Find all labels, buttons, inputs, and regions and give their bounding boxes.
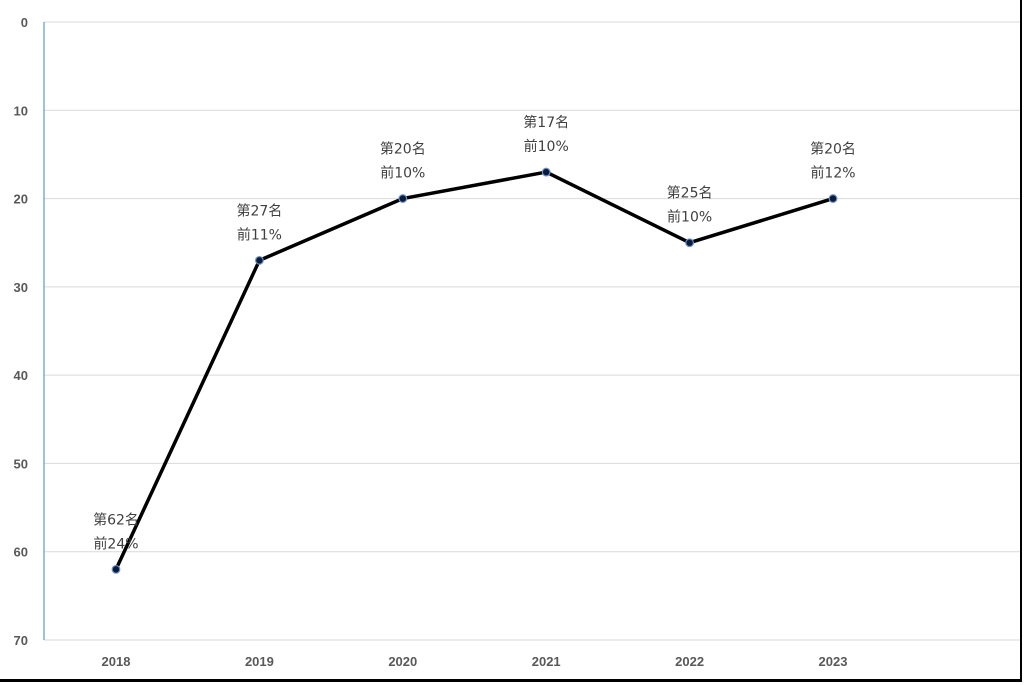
data-label: 前10% <box>667 209 712 226</box>
y-tick-label: 0 <box>21 15 28 30</box>
data-label: 前10% <box>380 165 425 182</box>
data-label: 第25名 <box>667 185 713 202</box>
x-tick-label: 2020 <box>388 654 417 669</box>
series-line <box>114 170 834 571</box>
data-labels: 第62名前24%第27名前11%第20名前10%第17名前10%第25名前10%… <box>93 114 856 552</box>
y-tick-label: 60 <box>14 545 28 560</box>
y-tick-label: 20 <box>14 192 28 207</box>
data-point <box>111 564 121 574</box>
y-tick-label: 10 <box>14 103 28 118</box>
y-tick-label: 50 <box>14 456 28 471</box>
x-tick-label: 2022 <box>675 654 704 669</box>
data-point <box>254 255 264 265</box>
x-tick-label: 2023 <box>819 654 848 669</box>
data-point <box>685 238 694 248</box>
data-label: 第20名 <box>380 141 426 158</box>
y-tick-label: 30 <box>14 280 28 295</box>
data-label: 第17名 <box>523 114 569 131</box>
data-point <box>398 194 408 203</box>
y-tick-label: 40 <box>14 368 28 383</box>
x-tick-label: 2021 <box>532 654 561 669</box>
data-point <box>541 167 551 177</box>
data-label: 第27名 <box>236 202 282 219</box>
data-point <box>828 194 838 203</box>
x-axis-ticks: 2018 2019 2020 2021 2022 2023 <box>102 654 848 669</box>
y-axis-ticks: 0 10 20 30 40 50 60 70 <box>14 15 28 648</box>
series <box>111 167 838 574</box>
x-tick-label: 2018 <box>102 654 131 669</box>
y-tick-label: 70 <box>14 633 28 648</box>
x-tick-label: 2019 <box>245 654 274 669</box>
data-label: 第62名 <box>93 511 139 528</box>
data-label: 前12% <box>810 165 855 182</box>
data-label: 前24% <box>93 535 138 552</box>
data-label: 前11% <box>237 226 282 243</box>
data-label: 前10% <box>524 138 569 155</box>
data-label: 第20名 <box>810 141 856 158</box>
